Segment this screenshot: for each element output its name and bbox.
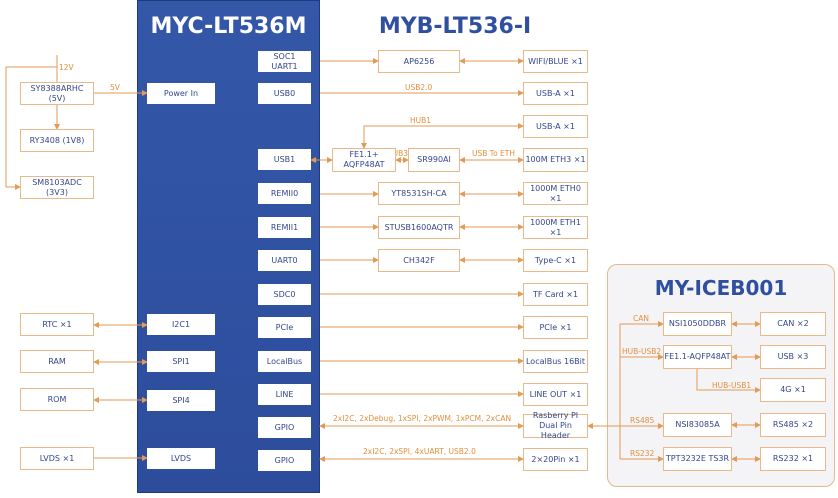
core-pcie: PCIe (258, 317, 311, 338)
port-tf-card: TF Card ×1 (523, 283, 588, 306)
core-gpio-2: GPIO (258, 450, 311, 471)
core-line: LINE (258, 384, 311, 405)
rom-box: ROM (20, 388, 94, 411)
label-rs232: RS232 (630, 449, 655, 458)
label-usb20: USB2.0 (405, 83, 433, 92)
label-5v: 5V (110, 83, 120, 92)
exp-can-port: CAN ×2 (760, 312, 826, 336)
port-eth3: 100M ETH3 ×1 (523, 148, 588, 172)
port-eth1: 1000M ETH1 ×1 (523, 216, 588, 239)
label-rs485: RS485 (630, 416, 655, 425)
ry3408-regulator: RY3408 (1V8) (20, 129, 94, 152)
port-pcie: PCIe ×1 (523, 316, 588, 339)
core-lvds: LVDS (147, 448, 215, 469)
core-power-in: Power In (147, 83, 215, 104)
label-hub-usb1: HUB-USB1 (712, 381, 752, 390)
label-hub1: HUB1 (410, 116, 432, 125)
label-can: CAN (633, 314, 649, 323)
core-soc1-uart1: SOC1 UART1 (258, 51, 311, 72)
expansion-board-title: MY-ICEB001 (654, 276, 788, 300)
port-2x20pin: 2×20Pin ×1 (523, 448, 588, 471)
core-usb0: USB0 (258, 83, 311, 104)
core-spi1: SPI1 (147, 351, 215, 372)
core-gpio-1: GPIO (258, 417, 311, 438)
label-hub3: HUB3 (387, 149, 409, 158)
lvds-display-box: LVDS ×1 (20, 447, 94, 470)
sm8103-regulator: SM8103ADC (3V3) (20, 176, 94, 199)
port-type-c: Type-C ×1 (523, 249, 588, 272)
rtc-box: RTC ×1 (20, 313, 94, 336)
port-usb-a-2: USB-A ×1 (523, 115, 588, 138)
chip-sr990ai: SR990AI (408, 148, 460, 172)
port-eth0: 1000M ETH0 ×1 (523, 182, 588, 205)
exp-usb-port: USB ×3 (760, 345, 826, 369)
port-wifi-bt: WIFI/BLUE ×1 (523, 50, 588, 73)
port-rpi-header: Rasberry PI Dual Pin Header (523, 411, 588, 440)
chip-yt8531: YT8531SH-CA (378, 182, 460, 205)
exp-tpt3232: TPT3232E TS3R (663, 447, 732, 471)
core-spi4: SPI4 (147, 390, 215, 411)
core-usb1: USB1 (258, 149, 311, 170)
core-remii1: REMII1 (258, 217, 311, 238)
chip-ap6256: AP6256 (378, 50, 460, 73)
core-remii0: REMII0 (258, 183, 311, 204)
exp-rs232-port: RS232 ×1 (760, 447, 826, 471)
core-module-title: MYC-LT536M (150, 14, 307, 39)
exp-nsi1050: NSI1050DDBR (663, 312, 732, 336)
label-gpio1-signals: 2xI2C, 2xDebug, 1xSPI, 2xPWM, 1xPCM, 2xC… (333, 414, 512, 423)
ram-box: RAM (20, 350, 94, 373)
chip-fe11-hub: FE1.1+ AQFP48AT (332, 148, 396, 172)
label-gpio2-signals: 2xI2C, 2xSPI, 4xUART, USB2.0 (363, 447, 476, 456)
exp-4g-port: 4G ×1 (760, 378, 826, 402)
label-hub-usb2: HUB-USB2 (622, 347, 662, 356)
sy8388-regulator: SY8388ARHC (5V) (20, 82, 94, 105)
exp-nsi83085: NSI83085A (663, 413, 732, 437)
core-uart0: UART0 (258, 250, 311, 271)
core-sdc0: SDC0 (258, 284, 311, 305)
port-localbus: LocalBus 16Bit (523, 350, 588, 373)
port-usb-a-1: USB-A ×1 (523, 82, 588, 105)
port-line-out: LINE OUT ×1 (523, 383, 588, 406)
label-usb-to-eth: USB To ETH (472, 149, 516, 158)
exp-fe11-hub: FE1.1-AQFP48AT (663, 345, 732, 369)
chip-ch342f: CH342F (378, 249, 460, 272)
core-i2c1: I2C1 (147, 314, 215, 335)
carrier-board-title: MYB-LT536-I (378, 14, 532, 39)
chip-stusb1600: STUSB1600AQTR (378, 216, 460, 239)
label-12v: 12V (59, 63, 74, 72)
exp-rs485-port: RS485 ×2 (760, 413, 826, 437)
core-localbus: LocalBus (258, 351, 311, 372)
